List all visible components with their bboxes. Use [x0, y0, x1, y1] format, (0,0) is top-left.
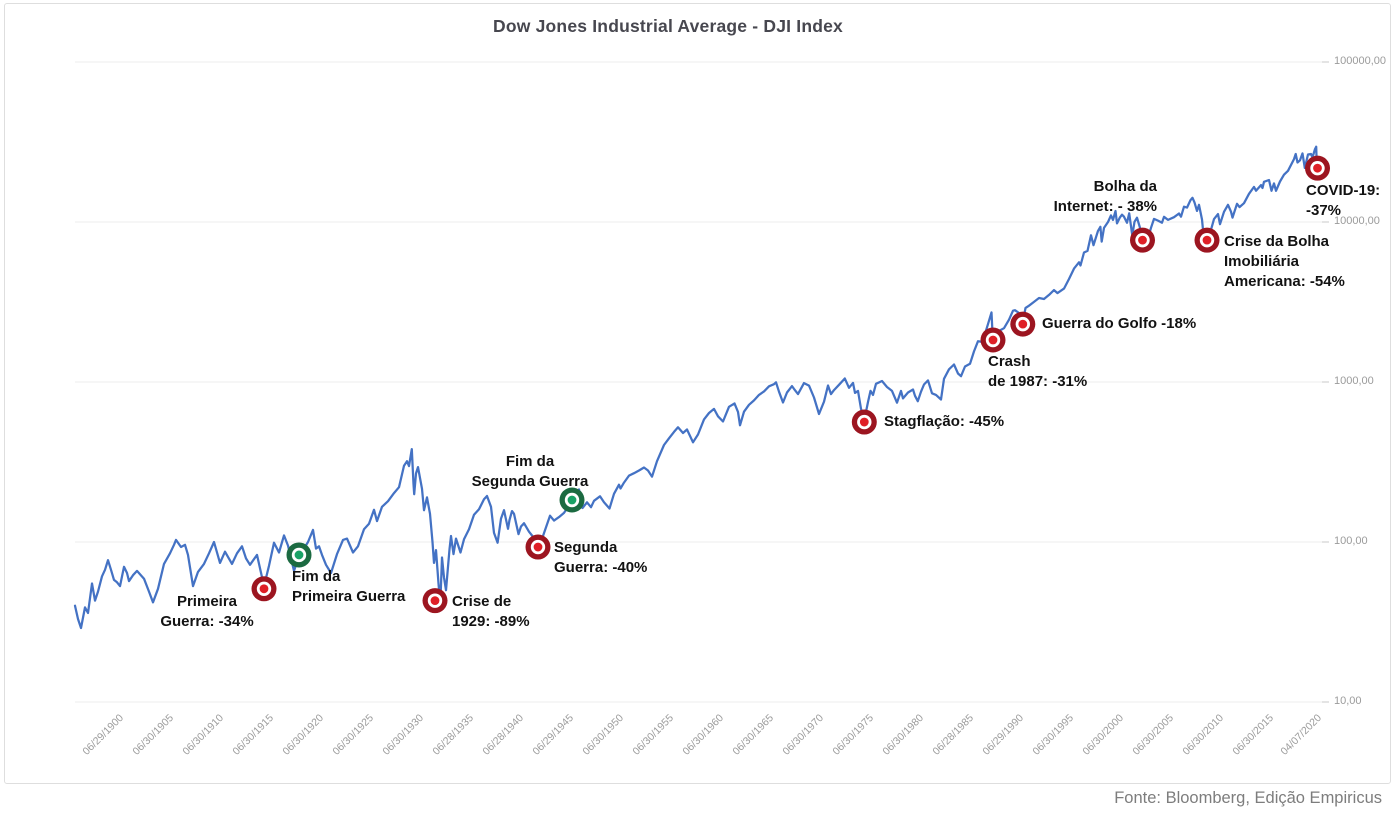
y-axis-label: 10000,00 — [1334, 215, 1380, 227]
segunda-guerra-label-line: Guerra: -40% — [554, 559, 648, 576]
primeira-guerra-label-line: Guerra: -34% — [160, 613, 254, 630]
stagflacao-label-line: Stagflação: -45% — [884, 413, 1005, 430]
covid-19-label-line: -37% — [1306, 202, 1342, 219]
fim-segunda-guerra-label: Fim da Segunda Guerra — [380, 452, 680, 492]
crise-imobiliaria-label-line: Americana: -54% — [1224, 273, 1345, 290]
bolha-internet-label-line: Bolha da — [1093, 178, 1157, 195]
y-axis-label: 100000,00 — [1334, 55, 1386, 67]
crise-1929-label: Crise de 1929: -89% — [452, 592, 530, 632]
segunda-guerra-label-line: Segunda — [554, 539, 618, 556]
y-axis-label: 1000,00 — [1334, 375, 1374, 387]
crise-imobiliaria-label-line: Imobiliária — [1224, 253, 1300, 270]
crash-1987-label: Crash de 1987: -31% — [988, 352, 1087, 392]
primeira-guerra-label: Primeira Guerra: -34% — [57, 592, 357, 632]
covid-19-label-line: COVID-19: — [1306, 182, 1381, 199]
fim-primeira-guerra-label-line: Primeira Guerra — [292, 588, 406, 605]
primeira-guerra-label-line: Primeira — [176, 593, 238, 610]
y-axis-label: 100,00 — [1334, 535, 1368, 547]
fim-segunda-guerra-label-line: Segunda Guerra — [471, 473, 589, 490]
crise-1929-label-line: Crise de — [452, 593, 512, 610]
y-axis-label: 10,00 — [1334, 695, 1362, 707]
bolha-internet-label-line: Internet: - 38% — [1053, 198, 1157, 215]
bolha-internet-label: Bolha da Internet: - 38% — [1054, 177, 1157, 217]
crash-1987-label-line: de 1987: -31% — [988, 373, 1088, 390]
crise-1929-label-line: 1929: -89% — [452, 613, 530, 630]
fim-primeira-guerra-label: Fim da Primeira Guerra — [292, 567, 405, 607]
source-caption: Fonte: Bloomberg, Edição Empiricus — [1114, 789, 1382, 807]
fim-segunda-guerra-label-line: Fim da — [505, 453, 555, 470]
crise-imobiliaria-label-line: Crise da Bolha — [1224, 233, 1330, 250]
crise-imobiliaria-label: Crise da Bolha Imobiliária Americana: -54% — [1224, 232, 1345, 292]
chart-frame — [4, 3, 1391, 784]
stagflacao-label: Stagflação: -45% — [884, 412, 1004, 432]
crash-1987-label-line: Crash — [988, 353, 1031, 370]
guerra-golfo-label-line: Guerra do Golfo -18% — [1042, 315, 1197, 332]
chart-title: Dow Jones Industrial Average - DJI Index — [493, 16, 843, 36]
covid-19-label: COVID-19: -37% — [1306, 181, 1380, 221]
segunda-guerra-label: Segunda Guerra: -40% — [554, 538, 647, 578]
guerra-golfo-label: Guerra do Golfo -18% — [1042, 314, 1196, 334]
fim-primeira-guerra-label-line: Fim da — [292, 568, 341, 585]
